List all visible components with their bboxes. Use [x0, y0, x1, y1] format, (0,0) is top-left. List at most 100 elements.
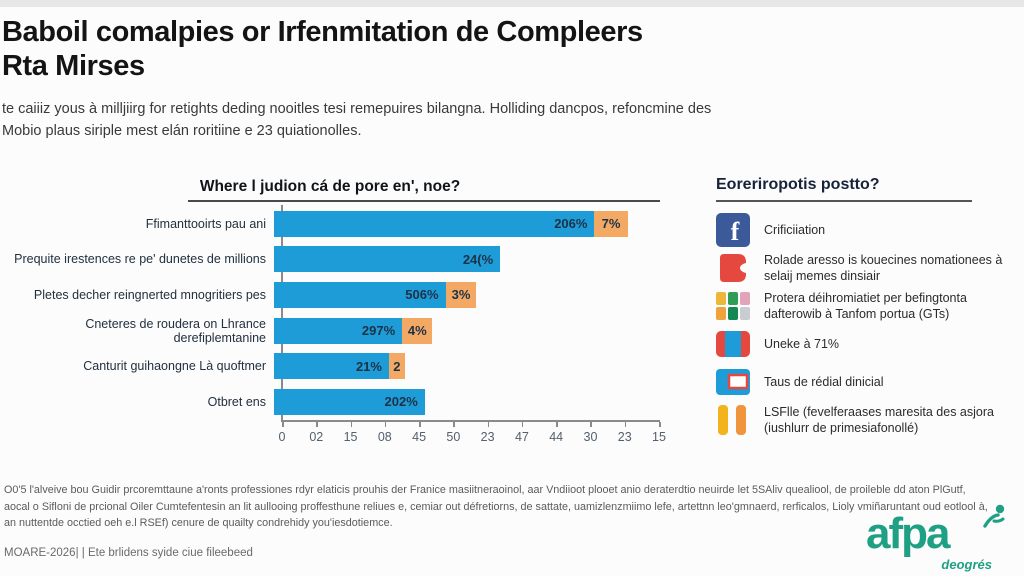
red-book-icon: [716, 252, 750, 284]
subtitle-line1: te caiiiz yous à milljiirg for retights …: [2, 101, 712, 117]
bar-category-label: Ffimanttooirts pau ani: [145, 216, 266, 231]
legend-item-label: LSFlle (fevelferaases maresita des asjor…: [764, 404, 994, 435]
bar-category-label: Prequite irestences re pe' dunetes de mi…: [14, 252, 266, 267]
credit-line: MOARE-2026| | Ete brlidens syide ciue fi…: [4, 547, 253, 559]
legend-panel: Eoreriropotis postto? f Crificiiation Ro…: [716, 176, 1016, 440]
bar-segment-blue: 506%: [274, 281, 446, 308]
bar-track: 21% 2: [274, 353, 405, 380]
bar-segment-orange: 2: [388, 353, 405, 380]
x-tick-mark: [487, 422, 490, 427]
x-axis-line: [281, 420, 660, 422]
bar-value-blue: 206%: [554, 216, 588, 232]
bar-row: Otbret ens 202%: [6, 384, 666, 420]
bar-value-orange: 7%: [601, 216, 621, 232]
bar-value-blue: 24(%: [462, 251, 494, 267]
legend-item: Rolade aresso is kouecines nomationees à…: [716, 250, 1016, 286]
bar-track: 206% 7%: [274, 210, 628, 237]
logo-subtext: deogrés: [941, 557, 992, 572]
legend-heading: Eoreriropotis postto?: [716, 176, 880, 193]
x-tick-label: 50: [446, 430, 461, 444]
bar-segment-orange: 3%: [445, 281, 477, 308]
logo-wordmark: afpa: [866, 509, 950, 558]
x-tick-mark: [590, 422, 592, 427]
yellow-bars-icon: [716, 405, 750, 435]
footnote: O0'5 l'alveive bou Guidir prcoremttaune …: [4, 482, 1010, 532]
x-tick-mark: [350, 422, 353, 427]
page-title-line2: Rta Mirses: [2, 50, 145, 83]
bar-category-label: Otbret ens: [207, 394, 266, 409]
legend-item-label: Uneke à 71%: [764, 336, 840, 351]
bar-segment-blue: 297%: [274, 317, 403, 344]
bar-value-orange: 3%: [451, 287, 471, 303]
x-tick-mark: [419, 422, 421, 427]
bar-segment-orange: 7%: [594, 210, 628, 237]
x-tick-mark: [282, 422, 284, 427]
footnote-line1: O0'5 l'alveive bou Guidir prcoremttaune …: [4, 484, 966, 496]
chart-title-rule: [188, 200, 660, 202]
legend-heading-rule: [716, 200, 972, 202]
afpa-logo: afpa deogrés: [866, 504, 1005, 574]
footnote-line2: aocal o Sifloni de prcional Oiler Cumtef…: [4, 500, 988, 513]
legend-items: f Crificiiation Rolade aresso is kouecin…: [716, 212, 1016, 440]
bar-value-orange: 4%: [407, 323, 427, 339]
legend-item: Uneke à 71%: [716, 326, 1016, 362]
x-tick-label: 23: [480, 430, 495, 444]
bar-segment-blue: 24(%: [274, 246, 501, 273]
bar-row: Pletes decher reingnerted mnogritiers pe…: [6, 277, 666, 313]
bar-segment-blue: 206%: [274, 210, 595, 237]
page-subtitle: te caiiiz yous à milljiirg for retights …: [2, 99, 717, 143]
x-tick-label: 15: [652, 430, 666, 444]
color-grid-icon: [716, 292, 750, 320]
legend-item: Taus de rédial dinicial: [716, 364, 1016, 400]
bar-row: Ffimanttooirts pau ani 206% 7%: [6, 206, 666, 242]
x-tick-mark: [624, 422, 627, 427]
legend-item: Protera déihromiatiet per befingtonta da…: [716, 288, 1016, 324]
x-tick-label: 15: [343, 430, 358, 444]
bar-track: 24(%: [274, 246, 501, 273]
legend-item-label: Protera déihromiatiet per befingtonta da…: [764, 290, 967, 321]
bar-row: Canturit guihaongne Là quoftmer 21% 2: [6, 348, 666, 384]
red-blue-icon: [716, 331, 750, 357]
page-title-line1: Baboil comalpies or Irfenmitation de Com…: [2, 16, 643, 48]
bar-segment-blue: 202%: [274, 388, 425, 415]
x-tick-label: 45: [412, 430, 427, 444]
x-tick-label: 0: [278, 430, 286, 444]
top-strip: [0, 0, 1024, 7]
x-tick-label: 44: [549, 430, 564, 444]
x-tick-label: 02: [309, 430, 324, 444]
header: Baboil comalpies or Irfenmitation de Com…: [2, 15, 702, 83]
x-tick-mark: [384, 422, 387, 427]
bar-segment-orange: 4%: [402, 317, 433, 344]
bar-value-orange: 2: [393, 358, 401, 374]
facebook-icon: f: [716, 213, 750, 247]
x-tick-label: 23: [617, 430, 632, 444]
bar-category-label: Pletes decher reingnerted mnogritiers pe…: [33, 287, 266, 302]
blue-flag-icon: [716, 369, 750, 395]
bar-track: 202%: [274, 388, 425, 415]
legend-item-label: Rolade aresso is kouecines nomationees à…: [764, 252, 1003, 283]
x-tick-mark: [556, 422, 558, 427]
legend-item: LSFlle (fevelferaases maresita des asjor…: [716, 402, 1016, 438]
y-axis-line: [281, 205, 283, 421]
x-tick-mark: [316, 422, 318, 427]
runner-icon: [982, 504, 1008, 535]
svg-text:f: f: [731, 217, 740, 246]
bar-track: 506% 3%: [274, 281, 477, 308]
x-tick-label: 47: [514, 430, 529, 444]
bar-value-blue: 202%: [384, 394, 418, 410]
bar-rows: Ffimanttooirts pau ani 206% 7% Prequite …: [6, 206, 666, 420]
bar-value-blue: 21%: [355, 358, 382, 374]
bar-row: Prequite irestences re pe' dunetes de mi…: [6, 242, 666, 278]
bar-row: Cneteres de roudera on Lhrance derefiple…: [6, 313, 666, 349]
bar-chart: Where l judion cá de pore en', noe? Ffim…: [6, 178, 666, 444]
bar-category-label: Cneteres de roudera on Lhrance derefiple…: [85, 316, 266, 345]
bar-value-blue: 297%: [361, 323, 396, 339]
x-tick-mark: [659, 422, 661, 427]
chart-title: Where l judion cá de pore en', noe?: [199, 178, 461, 195]
page-title: Baboil comalpies or Irfenmitation de Com…: [2, 15, 702, 83]
legend-item: f Crificiiation: [716, 212, 1016, 248]
subtitle-line2: Mobio plaus siriple mest elán roritiine …: [2, 122, 362, 139]
legend-item-label: Taus de rédial dinicial: [764, 374, 884, 389]
footnote-line3: an nuttentde occtied oeh e.l RSEf) cenur…: [4, 517, 393, 530]
